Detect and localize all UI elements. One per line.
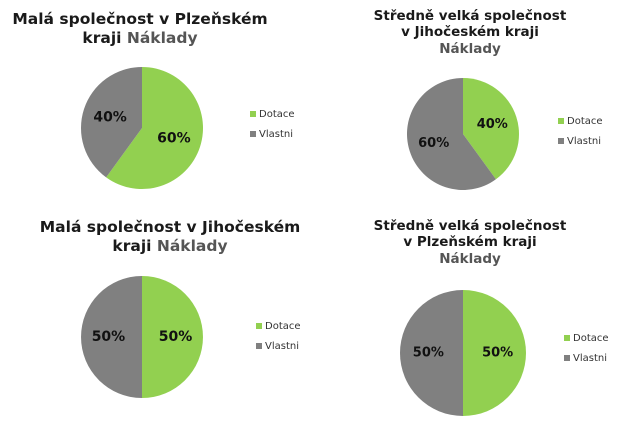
- chart-title-line1: Malá společnost v Jihočeském: [39, 218, 301, 236]
- pie-slice-vlastni: [81, 67, 142, 178]
- legend-label-vlastni: Vlastni: [259, 128, 293, 140]
- pie-chart: 60% 40%: [81, 67, 204, 189]
- legend-item-dotace: Dotace: [564, 328, 609, 348]
- chart-title-accent: Náklady: [439, 40, 501, 57]
- chart-panel-1: Malá společnost v Plzeňském kraji Náklad…: [0, 0, 320, 214]
- chart-title-line2: v Jihočeském kraji: [401, 24, 539, 41]
- pie-slice-dotace: [142, 276, 203, 398]
- pie-slice-dotace: [463, 290, 526, 416]
- pie-slice-dotace: [106, 67, 204, 189]
- chart-title-line1: Středně velká společnost: [373, 218, 567, 234]
- legend-item-vlastni: Vlastni: [564, 348, 609, 368]
- chart-legend: Dotace Vlastni: [256, 316, 301, 356]
- chart-title: Středně velká společnost v Jihočeském kr…: [320, 8, 620, 57]
- chart-title-line2: kraji: [112, 236, 152, 255]
- legend-label-vlastni: Vlastni: [567, 135, 601, 147]
- chart-title-accent: Náklady: [439, 250, 501, 267]
- chart-title-accent: Náklady: [126, 28, 198, 47]
- legend-item-vlastni: Vlastni: [558, 131, 603, 151]
- legend-label-dotace: Dotace: [567, 115, 603, 127]
- chart-title-line2: kraji: [82, 28, 122, 47]
- chart-legend: Dotace Vlastni: [558, 111, 603, 151]
- chart-panel-3: Malá společnost v Jihočeském kraji Nákla…: [0, 214, 320, 428]
- legend-swatch-dotace: [250, 111, 256, 117]
- data-label-dotace: 60%: [157, 130, 191, 146]
- pie-chart: 50% 50%: [81, 276, 203, 398]
- data-label-dotace: 50%: [482, 346, 513, 361]
- chart-title-accent: Náklady: [156, 236, 228, 255]
- data-label-vlastni: 60%: [418, 136, 449, 151]
- chart-title-line1: Středně velká společnost: [373, 8, 567, 24]
- data-label-vlastni: 50%: [413, 346, 444, 361]
- pie-chart: 50% 50%: [400, 290, 526, 416]
- chart-panel-2: Středně velká společnost v Jihočeském kr…: [320, 0, 640, 214]
- legend-label-dotace: Dotace: [259, 108, 295, 120]
- chart-title-line1: Malá společnost v Plzeňském: [12, 10, 268, 28]
- data-label-vlastni: 40%: [93, 110, 127, 126]
- legend-item-vlastni: Vlastni: [250, 124, 295, 144]
- legend-swatch-vlastni: [256, 343, 262, 349]
- legend-swatch-dotace: [564, 335, 570, 341]
- legend-swatch-vlastni: [250, 131, 256, 137]
- pie-slice-vlastni: [400, 290, 463, 416]
- pie-slice-vlastni: [407, 78, 496, 190]
- chart-title: Malá společnost v Jihočeském kraji Nákla…: [0, 218, 340, 256]
- legend-label-dotace: Dotace: [265, 320, 301, 332]
- legend-item-dotace: Dotace: [250, 104, 295, 124]
- pie-slice-vlastni: [81, 276, 142, 398]
- legend-label-vlastni: Vlastni: [265, 340, 299, 352]
- legend-item-dotace: Dotace: [256, 316, 301, 336]
- chart-title-line2: v Plzeňském kraji: [403, 234, 537, 251]
- chart-title: Středně velká společnost v Plzeňském kra…: [320, 218, 620, 267]
- data-label-dotace: 40%: [477, 117, 508, 132]
- data-label-vlastni: 50%: [92, 329, 126, 345]
- chart-legend: Dotace Vlastni: [564, 328, 609, 368]
- legend-swatch-vlastni: [564, 355, 570, 361]
- chart-panel-4: Středně velká společnost v Plzeňském kra…: [320, 214, 640, 428]
- legend-swatch-dotace: [256, 323, 262, 329]
- legend-item-dotace: Dotace: [558, 111, 603, 131]
- legend-label-vlastni: Vlastni: [573, 352, 607, 364]
- pie-chart: 40% 60%: [407, 78, 519, 190]
- legend-item-vlastni: Vlastni: [256, 336, 301, 356]
- pie-slice-dotace: [463, 78, 519, 180]
- legend-swatch-dotace: [558, 118, 564, 124]
- legend-label-dotace: Dotace: [573, 332, 609, 344]
- legend-swatch-vlastni: [558, 138, 564, 144]
- data-label-dotace: 50%: [159, 329, 193, 345]
- chart-legend: Dotace Vlastni: [250, 104, 295, 144]
- chart-title: Malá společnost v Plzeňském kraji Náklad…: [0, 10, 280, 48]
